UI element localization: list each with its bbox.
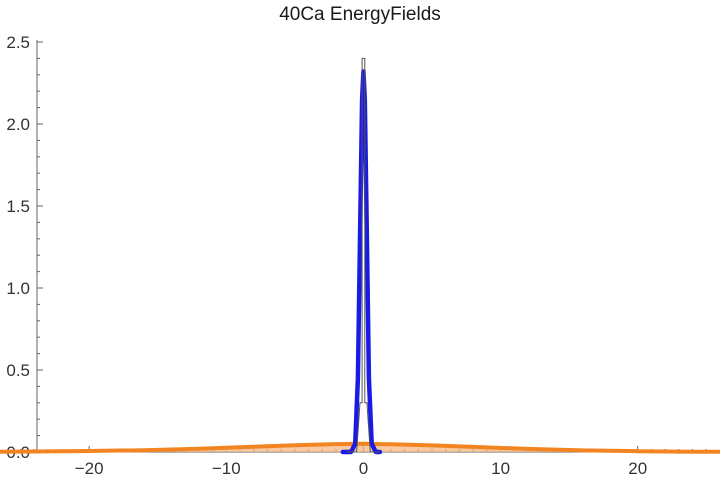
y-tick-label: 1.5	[6, 197, 30, 216]
y-tick-label: 1.0	[6, 279, 30, 298]
series-0-line	[0, 441, 720, 454]
y-tick-label: 0.5	[6, 361, 30, 380]
x-tick-label: 0	[359, 459, 368, 478]
series-2-line	[347, 57, 380, 453]
y-tick-label: 2.0	[6, 115, 30, 134]
x-tick-label: 20	[628, 459, 647, 478]
x-tick-label: −20	[75, 459, 104, 478]
series-1-line	[340, 69, 383, 455]
chart-title: 40Ca EnergyFields	[279, 4, 441, 25]
y-tick-label: 2.5	[6, 33, 30, 52]
x-tick-label: 10	[491, 459, 510, 478]
x-tick-label: −10	[212, 459, 241, 478]
